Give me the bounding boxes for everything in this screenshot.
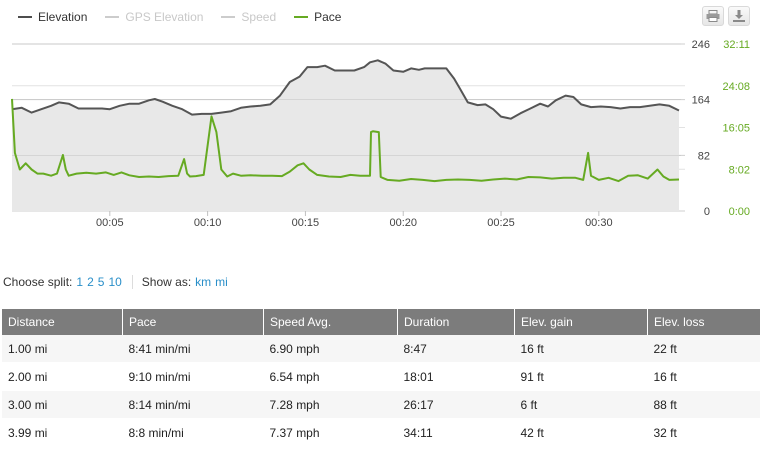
pace-axis-label: 24:08 [722, 81, 750, 93]
cell-elev-gain: 6 ft [514, 390, 648, 419]
choose-split-label: Choose split: [3, 275, 73, 289]
cell-elev-gain: 16 ft [514, 335, 648, 363]
table-row: 2.00 mi 9:10 min/mi 6.54 mph 18:01 91 ft… [2, 362, 760, 391]
elevation-area [12, 60, 679, 211]
cell-duration: 18:01 [397, 362, 515, 391]
legend-label: Pace [314, 10, 342, 24]
show-as-label: Show as: [141, 275, 192, 289]
x-tick-label: 00:10 [194, 217, 222, 229]
cell-pace: 8:41 min/mi [122, 335, 264, 363]
split-option-2[interactable]: 2 [87, 275, 94, 289]
elevation-pace-chart: 00:05 00:10 00:15 00:20 00:25 00:30 0 82 164 246 0… [11, 39, 750, 229]
cell-pace: 8:14 min/mi [122, 390, 264, 419]
cell-elev-loss: 88 ft [647, 390, 760, 419]
pace-axis-label: 8:02 [729, 164, 750, 176]
printer-icon [706, 10, 720, 22]
legend-swatch [18, 16, 32, 18]
split-option-5[interactable]: 5 [97, 275, 105, 289]
legend-item-pace[interactable]: Pace [294, 10, 341, 24]
col-header-pace[interactable]: Pace [122, 309, 264, 335]
elevation-axis-label: 164 [692, 95, 710, 107]
table-row: 1.00 mi 8:41 min/mi 6.90 mph 8:47 16 ft … [2, 335, 760, 363]
cell-speed-avg: 6.54 mph [263, 362, 398, 391]
elevation-series-line [11, 59, 680, 120]
elevation-axis-label: 246 [692, 39, 710, 51]
cell-distance: 3.99 mi [2, 418, 123, 447]
cell-pace: 8:8 min/mi [122, 418, 264, 447]
cell-speed-avg: 7.37 mph [263, 418, 398, 447]
cell-duration: 34:11 [397, 418, 515, 447]
cell-duration: 26:17 [397, 390, 515, 419]
download-icon [733, 10, 745, 22]
cell-duration: 8:47 [397, 335, 515, 363]
print-button[interactable] [702, 6, 724, 26]
splits-table: Distance Pace Speed Avg. Duration Elev. … [2, 309, 760, 447]
legend-label: Speed [241, 10, 277, 24]
pace-axis-label: 0:00 [729, 206, 750, 218]
legend-label: GPS Elevation [125, 10, 204, 24]
pace-axis-label: 32:11 [723, 39, 750, 51]
cell-elev-gain: 42 ft [514, 418, 648, 447]
col-header-speed-avg[interactable]: Speed Avg. [263, 309, 398, 335]
x-tick-label: 00:30 [585, 217, 613, 229]
legend-item-elevation[interactable]: Elevation [18, 10, 87, 24]
unit-option-mi[interactable]: mi [215, 275, 228, 289]
cell-distance: 2.00 mi [2, 362, 123, 391]
chart-legend: Elevation GPS Elevation Speed Pace [18, 10, 341, 24]
col-header-elev-gain[interactable]: Elev. gain [514, 309, 648, 335]
x-tick-label: 00:20 [389, 217, 417, 229]
legend-item-speed[interactable]: Speed [221, 10, 276, 24]
elevation-axis-label: 0 [704, 206, 710, 218]
x-tick-label: 00:05 [96, 217, 124, 229]
unit-option-km[interactable]: km [195, 275, 212, 289]
cell-speed-avg: 6.90 mph [263, 335, 398, 363]
legend-swatch [221, 16, 236, 18]
download-button[interactable] [728, 6, 750, 26]
split-option-1[interactable]: 1 [76, 275, 84, 289]
cell-elev-loss: 32 ft [647, 418, 760, 447]
legend-item-gps-elevation[interactable]: GPS Elevation [105, 10, 203, 24]
elevation-axis-label: 82 [698, 150, 710, 162]
cell-distance: 3.00 mi [2, 390, 123, 419]
legend-label: Elevation [38, 10, 88, 24]
table-row: 3.00 mi 8:14 min/mi 7.28 mph 26:17 6 ft … [2, 390, 760, 419]
col-header-elev-loss[interactable]: Elev. loss [647, 309, 760, 335]
legend-swatch [294, 16, 309, 18]
pace-axis-label: 16:05 [722, 123, 750, 135]
chart-tools [702, 6, 750, 26]
legend-swatch [105, 16, 120, 18]
cell-elev-loss: 22 ft [647, 335, 760, 363]
x-tick-label: 00:15 [292, 217, 320, 229]
controls-divider [131, 275, 133, 289]
chart-area: 00:05 00:10 00:15 00:20 00:25 00:30 0 82 164 246 0… [11, 6, 750, 229]
col-header-distance[interactable]: Distance [2, 309, 123, 335]
table-row: 3.99 mi 8:8 min/mi 7.37 mph 34:11 42 ft … [2, 418, 760, 447]
cell-elev-loss: 16 ft [647, 362, 760, 391]
cell-speed-avg: 7.28 mph [263, 390, 398, 419]
pace-series-line [11, 98, 680, 183]
cell-distance: 1.00 mi [2, 335, 123, 363]
split-option-10[interactable]: 10 [108, 275, 122, 289]
cell-elev-gain: 91 ft [514, 362, 648, 391]
col-header-duration[interactable]: Duration [397, 309, 515, 335]
x-tick-label: 00:25 [487, 217, 515, 229]
cell-pace: 9:10 min/mi [122, 362, 264, 391]
split-controls: Choose split: 1 2 5 10 Show as: km mi [3, 275, 232, 289]
table-header-row: Distance Pace Speed Avg. Duration Elev. … [2, 309, 760, 335]
